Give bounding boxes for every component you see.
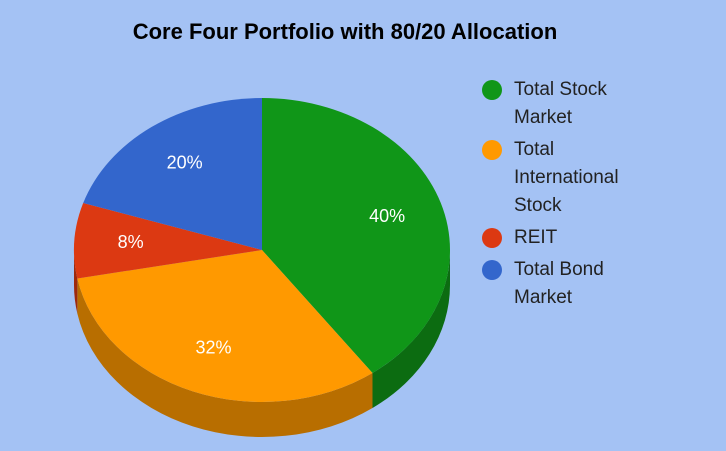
legend-label: Total Bond Market [514, 259, 604, 308]
legend-swatch [482, 260, 502, 280]
data-label: 8% [118, 232, 144, 252]
pie-side [74, 250, 78, 314]
legend-swatch [482, 80, 502, 100]
data-label: 40% [369, 206, 405, 226]
legend-item: Total International Stock [482, 136, 682, 220]
legend-swatch [482, 140, 502, 160]
legend-swatch [482, 228, 502, 248]
pie-side [77, 278, 373, 437]
chart-title: Core Four Portfolio with 80/20 Allocatio… [133, 19, 558, 44]
legend-label: REIT [514, 227, 558, 248]
legend: Total Stock Market Total International St… [482, 76, 682, 316]
pie-slice [262, 98, 451, 373]
legend-label: Total International Stock [514, 139, 619, 216]
data-label: 32% [196, 338, 232, 358]
pie-slice [73, 203, 262, 279]
legend-item: REIT [482, 224, 682, 252]
legend-item: Total Stock Market [482, 76, 682, 132]
pie-side [372, 250, 450, 408]
pie-slice [83, 98, 262, 250]
legend-item: Total Bond Market [482, 256, 682, 312]
data-label: 20% [167, 153, 203, 173]
pie-slice [77, 250, 373, 402]
legend-label: Total Stock Market [514, 79, 607, 128]
